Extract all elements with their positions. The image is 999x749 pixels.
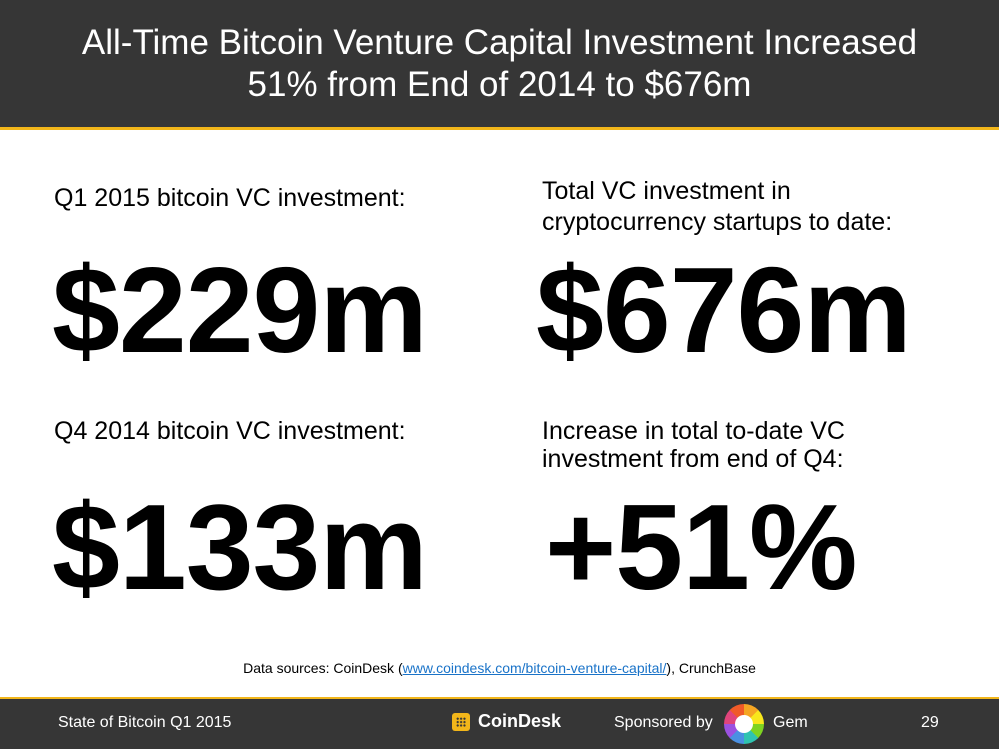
data-sources: Data sources: CoinDesk (www.coindesk.com…	[0, 660, 999, 676]
increase-value: +51%	[545, 479, 857, 615]
coindesk-logo-icon	[452, 712, 470, 731]
coindesk-brand-label: CoinDesk	[478, 711, 562, 731]
total-value: $676m	[536, 242, 912, 378]
gem-brand-label: Gem	[773, 714, 808, 731]
increase-label-line1: Increase in total to-date VC	[542, 417, 845, 445]
q1-value: $229m	[52, 242, 428, 378]
sources-prefix: Data sources: CoinDesk (	[243, 660, 403, 676]
gem-logo-icon	[724, 704, 764, 744]
q1-label: Q1 2015 bitcoin VC investment:	[54, 184, 406, 212]
total-label-line2: cryptocurrency startups to date:	[542, 208, 893, 236]
slide-title-line2: 51% from End of 2014 to $676m	[247, 64, 752, 104]
slide-title-line1: All-Time Bitcoin Venture Capital Investm…	[81, 22, 918, 62]
q4-label: Q4 2014 bitcoin VC investment:	[54, 417, 406, 445]
slide-footer: State of Bitcoin Q1 2015 CoinDesk Sponso…	[0, 697, 999, 749]
total-label-line1: Total VC investment in	[542, 177, 791, 205]
sponsored-by-label: Sponsored by	[614, 714, 713, 731]
page-number: 29	[921, 714, 939, 731]
increase-label-line2: investment from end of Q4:	[542, 445, 844, 473]
coindesk-brand: CoinDesk	[452, 711, 561, 732]
sources-suffix: ), CrunchBase	[666, 660, 756, 676]
slide-header: All-Time Bitcoin Venture Capital Investm…	[0, 0, 999, 130]
footer-report-title: State of Bitcoin Q1 2015	[58, 714, 232, 731]
q4-value: $133m	[52, 479, 428, 615]
coindesk-vc-link[interactable]: www.coindesk.com/bitcoin-venture-capital…	[402, 660, 667, 676]
